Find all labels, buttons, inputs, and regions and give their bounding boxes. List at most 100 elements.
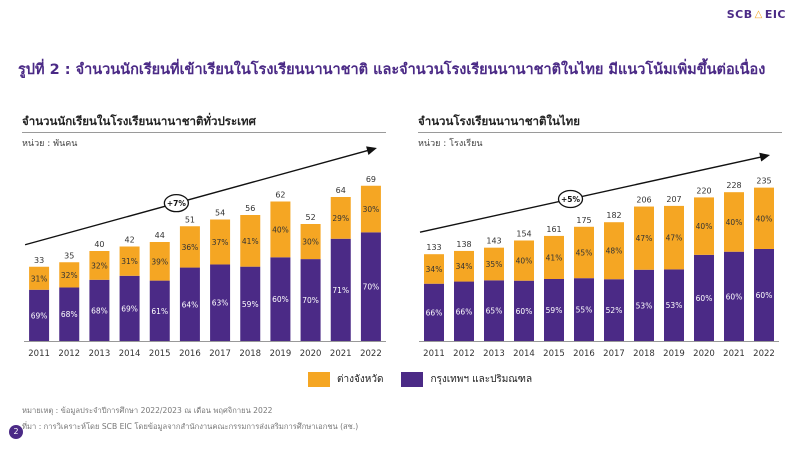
students-bar-bangkok-2022 [360,232,381,341]
schools-tick-2015: 2015 [543,349,565,359]
students-label-bangkok-2017: 63% [212,299,229,308]
schools-bar-bangkok-2017 [604,279,624,341]
schools-label-bangkok-2019: 53% [666,301,683,310]
schools-total-2020: 220 [696,186,711,195]
students-total-2018: 56 [245,204,255,213]
schools-bar-bangkok-2012 [454,281,474,341]
right-chart-title: จำนวนโรงเรียนนานาชาติในไทย [418,114,580,128]
schools-bar-provinces-2022 [754,187,774,249]
schools-total-2013: 143 [486,237,501,246]
schools-label-bangkok-2015: 59% [546,306,563,315]
scb-eic-logo: SCB △ EIC [727,8,786,21]
students-label-bangkok-2018: 59% [242,300,259,309]
schools-tick-2016: 2016 [573,349,595,359]
students-tick-2014: 2014 [119,349,141,359]
schools-tick-2022: 2022 [753,349,775,359]
students-total-2022: 69 [366,175,376,184]
students-label-bangkok-2011: 69% [31,311,48,320]
page-number: 2 [9,425,23,439]
legend: ต่างจังหวัด กรุงเทพฯ และปริมณฑล [308,372,550,387]
schools-bar-bangkok-2015 [544,279,564,341]
students-label-bangkok-2015: 61% [151,307,168,316]
schools-total-2015: 161 [546,225,561,234]
students-bar-bangkok-2021 [330,238,351,341]
schools-total-2014: 154 [516,229,531,238]
students-label-provinces-2018: 41% [242,237,259,246]
students-tick-2012: 2012 [58,349,80,359]
students-total-2017: 54 [215,209,225,218]
schools-total-2018: 206 [636,196,651,205]
students-trend-badge [163,193,190,213]
schools-label-provinces-2018: 47% [636,234,653,243]
students-total-2021: 64 [336,186,346,195]
schools-tick-2019: 2019 [663,349,685,359]
legend-item-bangkok: กรุงเทพฯ และปริมณฑล [401,372,532,387]
students-label-bangkok-2014: 69% [121,304,138,313]
students-label-provinces-2011: 31% [31,274,48,283]
remark-note: หมายเหตุ : ข้อมูลประจำปีการศึกษา 2022/20… [22,406,273,415]
schools-bar-bangkok-2011 [424,283,444,341]
schools-tick-2017: 2017 [603,349,625,359]
students-total-2015: 44 [155,231,165,240]
students-trend-arrowhead [366,146,377,155]
schools-label-provinces-2019: 47% [666,234,683,243]
students-total-2011: 33 [34,256,44,265]
schools-trend-line [419,156,763,233]
students-tick-2015: 2015 [149,349,171,359]
schools-tick-2013: 2013 [483,349,505,359]
schools-trend-badge [557,189,584,209]
schools-total-2022: 235 [756,177,771,186]
schools-bar-provinces-2021 [724,192,744,252]
schools-label-bangkok-2020: 60% [696,294,713,303]
schools-label-bangkok-2014: 60% [516,307,533,316]
schools-total-2011: 133 [426,243,441,252]
students-tick-2022: 2022 [360,349,382,359]
students-bar-bangkok-2013 [89,279,110,341]
students-bar-provinces-2019 [270,201,291,258]
schools-tick-2020: 2020 [693,349,715,359]
students-label-provinces-2012: 32% [61,271,78,280]
students-total-2013: 40 [94,240,104,249]
schools-bar-bangkok-2014 [514,280,534,341]
students-label-bangkok-2020: 70% [302,296,319,305]
schools-tick-2018: 2018 [633,349,655,359]
schools-bar-provinces-2012 [454,250,474,282]
schools-label-provinces-2013: 35% [486,260,503,269]
schools-bar-provinces-2014 [514,240,534,281]
logo-scb-text: SCB [726,8,753,21]
logo-eic-text: EIC [764,8,786,21]
schools-label-bangkok-2017: 52% [606,306,623,315]
students-bar-provinces-2018 [240,215,261,267]
right-chart-divider [418,132,782,133]
students-label-bangkok-2016: 64% [182,300,199,309]
students-bar-bangkok-2012 [59,287,80,341]
schools-bar-provinces-2015 [544,235,564,280]
students-label-bangkok-2012: 68% [61,310,78,319]
left-chart-unit: หน่วย : พันคน [22,139,78,149]
students-bar-bangkok-2016 [179,267,200,341]
schools-label-bangkok-2018: 53% [636,301,653,310]
logo-triangle-icon: △ [754,9,763,20]
students-bar-bangkok-2019 [270,257,291,341]
students-total-2016: 51 [185,215,195,224]
students-total-2020: 52 [305,213,315,222]
schools-label-provinces-2015: 41% [546,253,563,262]
schools-bar-provinces-2011 [424,254,444,284]
students-total-2012: 35 [64,251,74,260]
students-tick-2021: 2021 [330,349,352,359]
schools-label-provinces-2014: 40% [516,257,533,266]
schools-total-2021: 228 [726,181,741,190]
students-label-provinces-2015: 39% [151,257,168,266]
schools-tick-2011: 2011 [423,349,445,359]
students-bar-provinces-2017 [210,219,231,265]
students-trend-line [24,149,370,246]
schools-bar-bangkok-2020 [694,254,714,341]
schools-label-bangkok-2021: 60% [726,292,743,301]
students-bar-bangkok-2015 [149,280,170,341]
students-bar-bangkok-2014 [119,275,140,341]
schools-tick-2021: 2021 [723,349,745,359]
students-tick-2020: 2020 [300,349,322,359]
legend-item-provinces: ต่างจังหวัด [308,372,383,387]
